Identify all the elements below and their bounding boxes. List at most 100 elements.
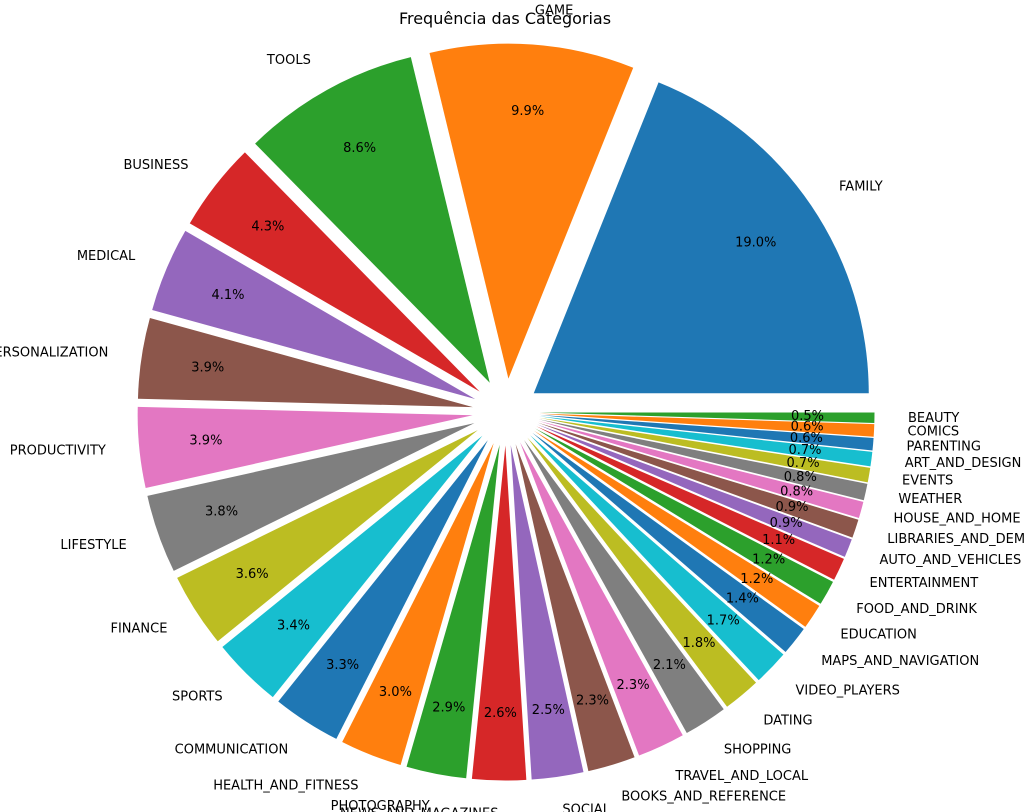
slice-label-auto-and-vehicles: AUTO_AND_VEHICLES — [880, 553, 1022, 568]
slice-food-and-drink — [535, 428, 834, 604]
slice-label-beauty: BEAUTY — [908, 411, 959, 426]
slice-percent-finance: 3.6% — [236, 567, 269, 582]
slice-percent-entertainment: 1.1% — [762, 533, 795, 548]
slice-label-house-and-home: HOUSE_AND_HOME — [894, 511, 1021, 526]
slice-label-social: SOCIAL — [562, 803, 610, 812]
pie-labels: FAMILY 19.0% GAME 9.9% TOOLS 8.6% BUSINESS 4.3%… — [0, 4, 1024, 812]
slice-percent-shopping: 2.1% — [653, 658, 686, 673]
slice-percent-comics: 0.6% — [791, 420, 824, 435]
slice-label-news-and-magazines: NEWS_AND_MAGAZINES — [340, 806, 498, 812]
slice-social — [510, 445, 584, 780]
slice-tools — [255, 57, 490, 383]
slice-label-art-and-design: ART_AND_DESIGN — [905, 456, 1022, 471]
slice-parenting — [539, 414, 874, 451]
slice-label-business: BUSINESS — [124, 158, 189, 173]
slice-percent-education: 1.2% — [740, 572, 773, 587]
slice-percent-game: 9.9% — [511, 104, 544, 119]
slice-percent-house-and-home: 0.8% — [780, 485, 813, 500]
slice-label-health-and-fitness: HEALTH_AND_FITNESS — [213, 778, 358, 793]
slice-lifestyle — [147, 423, 475, 571]
slice-books-and-reference — [515, 444, 635, 772]
slice-entertainment — [536, 426, 844, 580]
slice-label-libraries-and-demo: LIBRARIES_AND_DEMO — [887, 532, 1024, 547]
slice-label-communication: COMMUNICATION — [175, 742, 289, 757]
slice-percent-lifestyle: 3.8% — [205, 504, 238, 519]
slice-label-game: GAME — [535, 4, 573, 19]
slice-percent-tools: 8.6% — [343, 141, 376, 156]
slice-productivity — [137, 406, 473, 489]
slice-percent-communication: 3.3% — [326, 658, 359, 673]
slice-percent-food-and-drink: 1.2% — [752, 553, 785, 568]
slice-percent-photography: 2.9% — [432, 701, 465, 716]
slice-label-weather: WEATHER — [898, 492, 962, 507]
slice-label-parenting: PARENTING — [906, 440, 980, 455]
slice-video-players — [530, 435, 784, 681]
slice-percent-social: 2.5% — [532, 703, 565, 718]
slice-percent-dating: 1.8% — [682, 636, 715, 651]
slice-education — [533, 430, 820, 627]
slice-health-and-fitness — [342, 443, 494, 765]
slice-dating — [527, 437, 757, 707]
chart-title: Frequência das Categorias — [399, 9, 611, 28]
slice-game — [429, 43, 634, 379]
slice-percent-parenting: 0.6% — [790, 431, 823, 446]
slice-label-tools: TOOLS — [266, 53, 311, 68]
slice-percent-maps-and-navigation: 1.4% — [726, 592, 759, 607]
slice-libraries-and-demo — [537, 422, 859, 538]
slice-communication — [278, 440, 488, 739]
slice-label-food-and-drink: FOOD_AND_DRINK — [856, 602, 977, 617]
slice-personalization — [137, 318, 473, 408]
slice-label-events: EVENTS — [902, 473, 953, 488]
slice-shopping — [524, 440, 724, 734]
slice-comics — [539, 413, 875, 437]
slice-events — [539, 417, 871, 483]
slice-percent-personalization: 3.9% — [191, 360, 224, 375]
slice-percent-weather: 0.8% — [784, 470, 817, 485]
slice-percent-beauty: 0.5% — [791, 409, 824, 424]
slice-maps-and-navigation — [532, 432, 804, 653]
slice-label-finance: FINANCE — [110, 621, 167, 636]
slice-business — [189, 152, 480, 392]
slice-label-productivity: PRODUCTIVITY — [10, 443, 106, 458]
slice-percent-libraries-and-demo: 0.9% — [775, 500, 808, 515]
slice-label-video-players: VIDEO_PLAYERS — [796, 683, 900, 698]
slice-sports — [222, 435, 483, 698]
slice-percent-medical: 4.1% — [211, 288, 244, 303]
slice-percent-auto-and-vehicles: 0.9% — [770, 516, 803, 531]
pie-slices — [137, 43, 875, 781]
slice-percent-sports: 3.4% — [277, 618, 310, 633]
slice-photography — [406, 444, 500, 779]
slice-news-and-magazines — [471, 445, 527, 781]
slice-label-shopping: SHOPPING — [724, 742, 792, 757]
slice-percent-video-players: 1.7% — [707, 614, 740, 629]
slice-percent-books-and-reference: 2.3% — [576, 693, 609, 708]
slice-label-dating: DATING — [763, 713, 812, 728]
slice-label-sports: SPORTS — [172, 690, 223, 705]
slice-weather — [538, 419, 868, 501]
slice-medical — [152, 230, 476, 400]
slice-label-lifestyle: LIFESTYLE — [60, 538, 126, 553]
slice-travel-and-local — [520, 442, 683, 756]
slice-auto-and-vehicles — [537, 424, 852, 557]
slice-label-comics: COMICS — [907, 425, 959, 440]
slice-label-books-and-reference: BOOKS_AND_REFERENCE — [621, 790, 786, 805]
slice-label-education: EDUCATION — [840, 628, 916, 643]
slice-label-travel-and-local: TRAVEL_AND_LOCAL — [674, 769, 808, 784]
slice-art-and-design — [539, 416, 873, 467]
slice-percent-news-and-magazines: 2.6% — [484, 706, 517, 721]
slice-percent-business: 4.3% — [251, 220, 284, 235]
slice-label-photography: PHOTOGRAPHY — [331, 799, 430, 812]
slice-label-personalization: PERSONALIZATION — [0, 346, 108, 361]
slice-label-family: FAMILY — [839, 179, 883, 194]
slice-label-entertainment: ENTERTAINMENT — [870, 576, 979, 591]
slice-percent-family: 19.0% — [735, 236, 776, 251]
slice-house-and-home — [538, 420, 864, 519]
slice-label-medical: MEDICAL — [77, 249, 136, 264]
slice-finance — [177, 430, 478, 642]
slice-family — [533, 82, 869, 394]
slice-percent-art-and-design: 0.7% — [789, 443, 822, 458]
slice-label-maps-and-navigation: MAPS_AND_NAVIGATION — [821, 654, 979, 669]
slice-percent-productivity: 3.9% — [189, 434, 222, 449]
